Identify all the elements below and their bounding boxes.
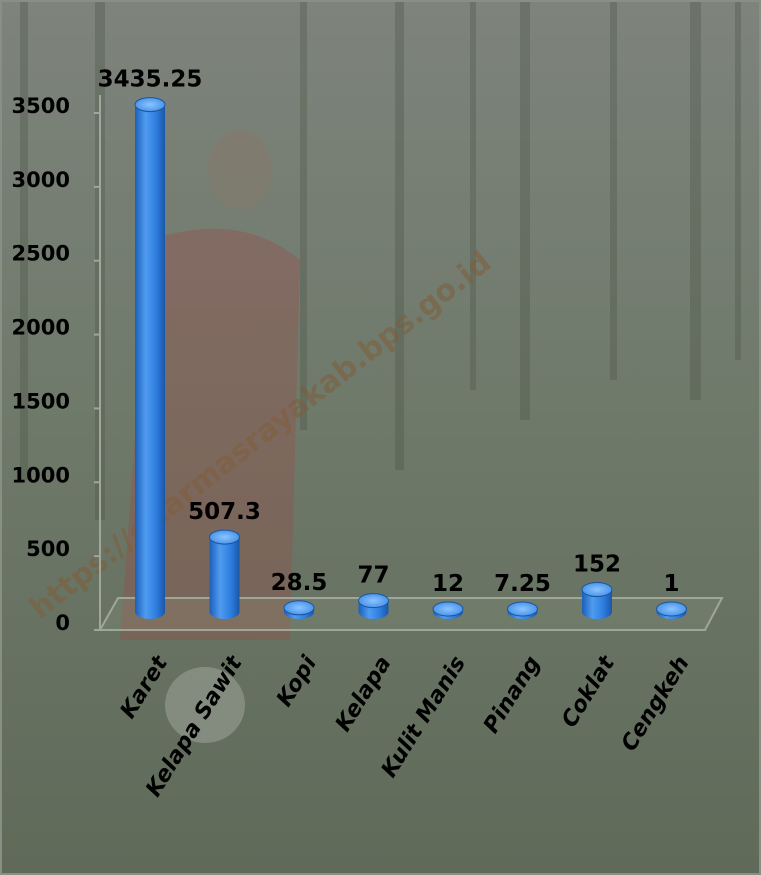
data-label: 12	[432, 571, 464, 597]
bar-top	[283, 600, 315, 616]
y-tick-label: 0	[55, 611, 70, 635]
bar-body	[582, 589, 612, 619]
bar-6	[507, 601, 538, 619]
bar-top	[581, 582, 613, 598]
y-tick-label: 3500	[12, 94, 70, 118]
bar-top	[358, 593, 389, 609]
bar-series	[134, 97, 687, 619]
bar-1	[134, 97, 166, 619]
bar-4	[358, 593, 389, 619]
bar-top	[134, 97, 166, 113]
data-label: 28.5	[271, 570, 328, 596]
data-label: 7.25	[494, 571, 551, 597]
bar-body	[135, 104, 165, 619]
data-label: 507.3	[188, 499, 261, 525]
bar-top	[209, 529, 240, 545]
y-tick-label: 2000	[12, 316, 70, 340]
data-labels: 3435.25 507.3 28.5 77 12 7.25 152 1	[98, 67, 680, 597]
y-tick-label: 2500	[12, 242, 70, 266]
bar-top	[432, 601, 464, 617]
data-label: 152	[573, 552, 621, 578]
y-tick-label: 3000	[12, 168, 70, 192]
data-label: 3435.25	[98, 67, 203, 93]
bar-2	[209, 529, 240, 619]
data-label: 77	[357, 563, 389, 589]
bar-top	[507, 601, 538, 617]
bar-7	[581, 582, 613, 619]
chart-floor	[98, 597, 724, 631]
y-tick-label: 1500	[12, 389, 70, 413]
y-axis-ticks: 0 500 1000 1500 2000 2500 3000 3500	[12, 94, 100, 635]
bar-top	[656, 601, 687, 617]
bar-8	[656, 601, 687, 619]
bar-5	[432, 601, 464, 619]
data-label: 1	[663, 571, 679, 597]
bar-body	[209, 537, 240, 619]
y-tick-label: 500	[26, 537, 70, 561]
y-tick-label: 1000	[12, 463, 70, 487]
bar-3	[283, 600, 315, 619]
